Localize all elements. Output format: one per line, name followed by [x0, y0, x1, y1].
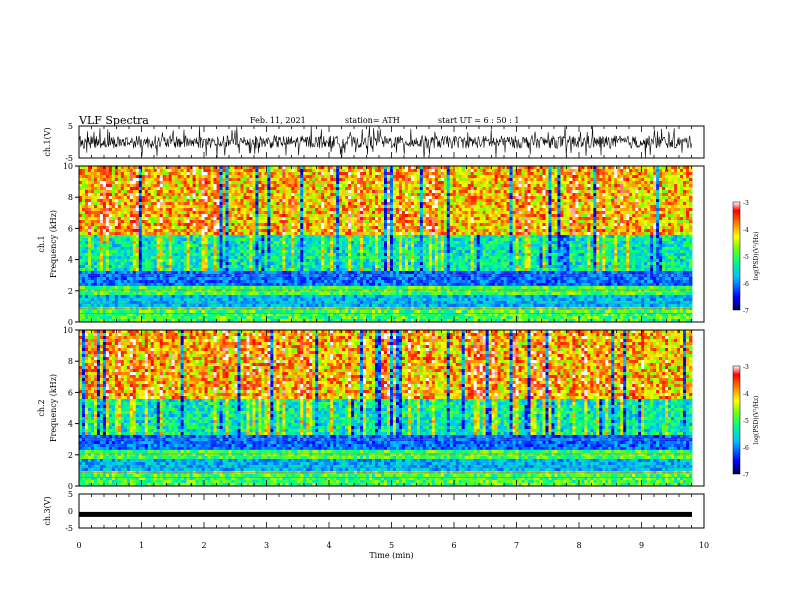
x-tick-label: 5 — [389, 541, 394, 550]
x-tick-label: 4 — [326, 541, 331, 550]
x-tick-label: 9 — [639, 541, 644, 550]
y-tick-label: 0 — [68, 482, 73, 491]
y-tick-label: 4 — [68, 256, 73, 265]
y-tick-label: 10 — [63, 326, 73, 335]
x-tick-label: 3 — [264, 541, 269, 550]
ch1-waveform-trace — [78, 126, 692, 158]
colorbar-tick-label: -5 — [743, 254, 749, 261]
y-tick-label: 5 — [68, 490, 73, 499]
colorbar-tick-label: -3 — [743, 364, 749, 371]
colorbar — [732, 365, 741, 475]
y-axis-label: ch.3(V) — [43, 496, 52, 525]
start-time-label: start UT = 6 : 50 : 1 — [438, 116, 519, 125]
y-axis-label: ch.1 — [37, 235, 46, 252]
x-tick-label: 2 — [201, 541, 206, 550]
colorbar-tick-label: -6 — [743, 445, 749, 452]
y-tick-label: 8 — [68, 193, 73, 202]
y-tick-label: 5 — [68, 122, 73, 131]
y-tick-label: -5 — [65, 154, 73, 163]
chart-title: VLF Spectra — [79, 114, 149, 127]
ch3-waveform-trace — [79, 511, 692, 517]
y-tick-label: 4 — [68, 420, 73, 429]
station-label: station= ATH — [345, 116, 400, 125]
date-label: Feb. 11, 2021 — [250, 116, 306, 125]
colorbar-tick-label: -6 — [743, 281, 749, 288]
y-tick-label: 6 — [68, 388, 73, 397]
x-tick-label: 7 — [514, 541, 519, 550]
x-tick-label: 8 — [576, 541, 581, 550]
y-tick-label: 2 — [68, 287, 73, 296]
colorbar-tick-label: -4 — [743, 227, 749, 234]
y-axis-label: Frequency (kHz) — [49, 210, 58, 278]
colorbar-tick-label: -5 — [743, 418, 749, 425]
colorbar-tick-label: -4 — [743, 391, 749, 398]
x-tick-label: 0 — [76, 541, 81, 550]
y-axis-label: ch.2 — [37, 399, 46, 416]
y-tick-label: 0 — [68, 507, 73, 516]
y-axis-label: Frequency (kHz) — [49, 374, 58, 442]
y-tick-label: 8 — [68, 357, 73, 366]
colorbar — [732, 201, 741, 311]
y-tick-label: 6 — [68, 224, 73, 233]
y-tick-label: 2 — [68, 451, 73, 460]
x-tick-label: 6 — [451, 541, 456, 550]
colorbar-label: log(PSD)(V²/Hz) — [753, 232, 760, 281]
x-tick-label: 1 — [139, 541, 144, 550]
y-tick-label: 0 — [68, 318, 73, 327]
colorbar-label: log(PSD)(V²/Hz) — [753, 396, 760, 445]
y-tick-label: -5 — [65, 524, 73, 533]
spectrogram-ch1 — [79, 166, 693, 323]
y-tick-label: 10 — [63, 162, 73, 171]
x-tick-label: 10 — [699, 541, 709, 550]
x-axis-label: Time (min) — [369, 551, 413, 560]
colorbar-tick-label: -7 — [743, 308, 749, 315]
spectrogram-ch2 — [79, 330, 693, 487]
colorbar-tick-label: -7 — [743, 472, 749, 479]
colorbar-tick-label: -3 — [743, 200, 749, 207]
y-axis-label: ch.1(V) — [43, 127, 52, 156]
